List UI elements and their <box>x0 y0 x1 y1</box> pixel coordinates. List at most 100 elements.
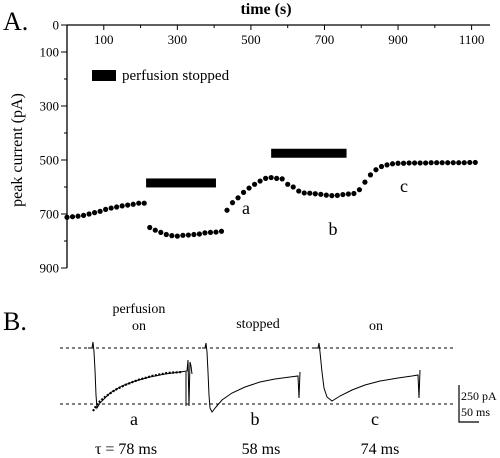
data-point <box>213 229 219 235</box>
data-point <box>240 189 247 195</box>
data-point <box>80 212 87 218</box>
data-point <box>461 160 467 166</box>
tau-b: 58 ms <box>242 441 281 458</box>
data-point <box>329 193 335 199</box>
data-point <box>91 210 98 216</box>
x-tick-label: 300 <box>168 32 188 47</box>
current-trace-a <box>88 341 193 410</box>
data-point <box>301 190 307 196</box>
data-points <box>64 159 478 239</box>
scale-time-label: 50 ms <box>461 405 490 419</box>
condition-3-label: on <box>369 319 383 334</box>
data-point <box>235 195 241 201</box>
data-point <box>290 184 296 190</box>
data-point <box>450 160 456 166</box>
data-point <box>263 175 269 181</box>
panel-b-label: B. <box>3 307 27 336</box>
x-axis-ticks: 100 300 500 700 900 1100 <box>94 25 484 47</box>
data-point <box>356 187 363 193</box>
legend-label: perfusion stopped <box>122 68 230 84</box>
current-trace-c <box>315 342 421 402</box>
fit-curve-a <box>92 370 183 412</box>
data-point <box>136 200 142 206</box>
data-point <box>334 192 340 198</box>
data-point <box>279 176 285 182</box>
data-point <box>103 206 109 213</box>
scale-bar <box>458 385 479 423</box>
data-point <box>428 160 434 166</box>
data-point <box>218 228 225 234</box>
trace-label-a: a <box>130 409 138 429</box>
tau-c: 74 ms <box>361 441 400 458</box>
data-point <box>191 231 197 238</box>
data-point <box>119 203 125 209</box>
data-point <box>406 160 412 166</box>
condition-1-line2: on <box>132 319 146 334</box>
data-point <box>114 204 120 210</box>
tau-a: τ = 78 ms <box>95 441 157 458</box>
perfusion-stopped-bar <box>271 148 347 158</box>
data-point <box>384 162 390 168</box>
x-tick-label: 1100 <box>459 32 485 47</box>
data-point <box>147 224 153 231</box>
data-point <box>439 160 445 166</box>
data-point <box>141 200 147 206</box>
y-tick-label: 300 <box>40 99 60 114</box>
data-point <box>296 188 302 194</box>
y-tick-label: 100 <box>40 45 60 60</box>
data-point <box>207 229 214 235</box>
data-point <box>158 229 164 235</box>
y-axis-title: peak current (pA) <box>9 93 26 207</box>
data-point <box>378 163 385 170</box>
data-point <box>373 167 379 173</box>
data-point <box>434 160 440 166</box>
perfusion-stopped-bars <box>146 148 347 188</box>
x-tick-label: 700 <box>315 32 335 47</box>
data-point <box>367 172 374 178</box>
data-point <box>472 159 478 166</box>
data-point <box>445 160 451 166</box>
data-point <box>345 191 351 197</box>
data-point <box>362 179 368 185</box>
data-point <box>174 233 180 239</box>
data-point <box>229 200 236 206</box>
data-point <box>312 191 318 197</box>
data-point <box>75 213 81 219</box>
phase-label-c: c <box>400 176 408 196</box>
data-point <box>196 231 203 237</box>
data-point <box>285 181 291 187</box>
condition-1-line1: perfusion <box>113 302 166 317</box>
panel-a-label: A. <box>3 7 28 36</box>
data-point <box>274 175 280 181</box>
data-point <box>257 178 263 184</box>
trace-label-c: c <box>371 409 379 429</box>
data-point <box>97 208 103 214</box>
y-tick-label: 0 <box>53 18 60 33</box>
data-point <box>108 205 114 211</box>
data-point <box>224 207 230 213</box>
x-tick-label: 900 <box>388 32 408 47</box>
data-point <box>130 201 136 207</box>
y-tick-label: 700 <box>40 207 60 222</box>
x-tick-label: 500 <box>241 32 261 47</box>
data-point <box>456 160 462 166</box>
data-point <box>351 190 357 197</box>
y-axis-ticks: 0 100 300 500 700 900 <box>40 18 67 276</box>
phase-label-a: a <box>242 198 250 218</box>
trace-label-b: b <box>251 409 260 429</box>
data-point <box>69 214 76 220</box>
phase-label-b: b <box>329 219 338 239</box>
data-point <box>467 159 473 166</box>
data-point <box>417 160 423 166</box>
data-point <box>389 161 396 167</box>
data-point <box>180 232 186 238</box>
y-tick-label: 500 <box>40 153 60 168</box>
data-point <box>125 202 131 208</box>
perfusion-stopped-bar <box>146 178 216 188</box>
scale-current-label: 250 pA <box>461 389 497 403</box>
current-trace-b <box>202 342 301 413</box>
data-point <box>323 192 329 198</box>
y-tick-label: 900 <box>40 261 60 276</box>
data-point <box>411 160 418 166</box>
